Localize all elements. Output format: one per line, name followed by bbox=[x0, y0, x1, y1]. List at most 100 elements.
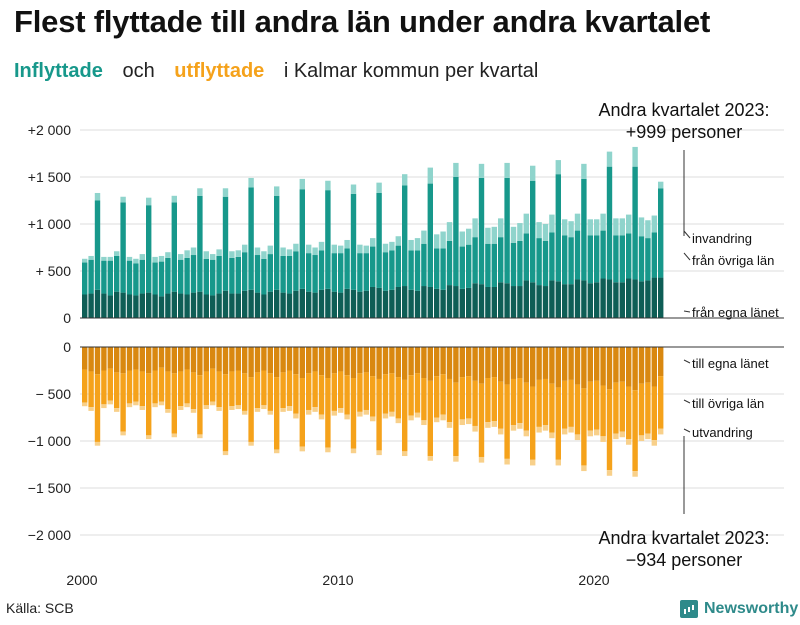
bar-outflow-other bbox=[498, 381, 504, 429]
bar-inflow-other bbox=[536, 238, 542, 286]
bar-outflow-local bbox=[293, 347, 299, 375]
bar-outflow-other bbox=[107, 368, 113, 401]
bar-outflow-emig bbox=[293, 413, 299, 419]
bar-inflow-local bbox=[299, 288, 305, 318]
bar-inflow-other bbox=[466, 244, 472, 288]
bar-inflow-immig bbox=[363, 245, 369, 254]
bar-inflow-local bbox=[280, 292, 286, 318]
bar-inflow-other bbox=[338, 253, 344, 293]
bar-outflow-emig bbox=[606, 470, 613, 476]
bar-inflow-immig bbox=[414, 238, 421, 251]
bar-inflow-immig bbox=[82, 258, 88, 263]
bar-outflow-other bbox=[203, 371, 209, 406]
bar-inflow-immig bbox=[606, 151, 613, 167]
bar-inflow-immig bbox=[517, 223, 523, 241]
bar-inflow-other bbox=[318, 250, 325, 290]
bar-outflow-other bbox=[146, 373, 152, 436]
bar-outflow-other bbox=[536, 379, 542, 427]
bar-outflow-other bbox=[414, 373, 421, 413]
bar-outflow-emig bbox=[152, 403, 158, 408]
bar-outflow-local bbox=[261, 347, 267, 371]
bar-outflow-other bbox=[280, 372, 286, 409]
bar-inflow-local bbox=[216, 293, 222, 318]
bar-outflow-local bbox=[485, 347, 491, 379]
bar-inflow-immig bbox=[459, 231, 465, 247]
bar-inflow-local bbox=[357, 291, 363, 318]
bar-inflow-other bbox=[184, 257, 190, 295]
bar-inflow-other bbox=[523, 233, 529, 281]
bar-inflow-local bbox=[178, 293, 184, 318]
bar-inflow-immig bbox=[434, 234, 440, 249]
bar-inflow-local bbox=[107, 295, 113, 318]
bar-inflow-other bbox=[280, 255, 286, 293]
bar-outflow-local bbox=[472, 347, 478, 381]
bar-outflow-emig bbox=[101, 404, 107, 409]
bar-outflow-other bbox=[94, 374, 101, 442]
bar-outflow-other bbox=[306, 373, 312, 410]
bar-outflow-emig bbox=[434, 417, 440, 423]
bar-inflow-local bbox=[536, 285, 542, 318]
bar-outflow-other bbox=[197, 375, 203, 435]
y-tick-label: +2 000 bbox=[28, 122, 71, 138]
bar-inflow-other bbox=[210, 259, 216, 296]
bar-outflow-local bbox=[421, 347, 427, 379]
bar-inflow-immig bbox=[197, 188, 203, 196]
bar-outflow-other bbox=[523, 382, 529, 431]
y-tick-label: +1 500 bbox=[28, 169, 71, 185]
bar-outflow-local bbox=[478, 347, 485, 384]
bar-outflow-emig bbox=[555, 459, 561, 466]
bar-outflow-emig bbox=[165, 409, 171, 413]
y-tick-label: 0 bbox=[63, 339, 71, 355]
bar-inflow-local bbox=[261, 294, 267, 318]
bar-inflow-other bbox=[574, 230, 581, 280]
bar-outflow-emig bbox=[139, 406, 145, 410]
bar-inflow-local bbox=[248, 289, 254, 318]
bar-inflow-immig bbox=[562, 219, 568, 236]
bar-outflow-emig bbox=[658, 428, 664, 435]
bar-outflow-other bbox=[510, 378, 517, 426]
y-tick-label: − 500 bbox=[36, 386, 72, 402]
bar-inflow-local bbox=[632, 279, 638, 318]
bar-outflow-other bbox=[338, 371, 344, 409]
bar-inflow-immig bbox=[536, 222, 542, 239]
bar-inflow-other bbox=[312, 255, 318, 293]
bar-inflow-other bbox=[491, 243, 497, 287]
bar-chart-icon bbox=[680, 600, 698, 618]
bar-outflow-other bbox=[363, 372, 369, 410]
bar-outflow-emig bbox=[568, 426, 574, 433]
bar-outflow-emig bbox=[88, 407, 94, 411]
bar-inflow-immig bbox=[466, 228, 472, 245]
bar-inflow-other bbox=[632, 166, 638, 280]
bar-outflow-other bbox=[606, 389, 613, 471]
bar-inflow-immig bbox=[350, 184, 357, 194]
bar-outflow-local bbox=[658, 347, 664, 377]
bar-outflow-local bbox=[600, 347, 606, 386]
legend-leader bbox=[683, 359, 691, 364]
bar-outflow-local bbox=[331, 347, 337, 374]
bar-outflow-other bbox=[594, 380, 600, 430]
bar-inflow-immig bbox=[370, 238, 376, 247]
brand-name: Newsworthy bbox=[704, 600, 799, 617]
bar-inflow-local bbox=[427, 286, 433, 318]
bar-inflow-immig bbox=[491, 226, 497, 244]
bar-outflow-local bbox=[101, 347, 107, 371]
bar-inflow-other bbox=[549, 232, 555, 281]
bar-outflow-emig bbox=[510, 425, 517, 431]
bar-inflow-local bbox=[146, 292, 152, 318]
bar-inflow-immig bbox=[581, 163, 587, 179]
bar-inflow-other bbox=[402, 185, 408, 287]
bar-inflow-immig bbox=[146, 197, 152, 206]
bar-inflow-immig bbox=[395, 236, 401, 246]
bar-inflow-local bbox=[376, 287, 382, 318]
bar-outflow-emig bbox=[382, 413, 389, 419]
bar-inflow-immig bbox=[542, 224, 549, 241]
bar-inflow-other bbox=[645, 238, 651, 281]
bar-outflow-other bbox=[382, 374, 389, 414]
bar-inflow-other bbox=[190, 255, 197, 293]
bar-outflow-local bbox=[530, 347, 536, 387]
bar-inflow-other bbox=[434, 248, 440, 289]
bar-inflow-immig bbox=[254, 247, 261, 256]
bar-inflow-local bbox=[517, 286, 523, 318]
bar-inflow-immig bbox=[312, 247, 318, 256]
bar-inflow-immig bbox=[248, 177, 254, 188]
